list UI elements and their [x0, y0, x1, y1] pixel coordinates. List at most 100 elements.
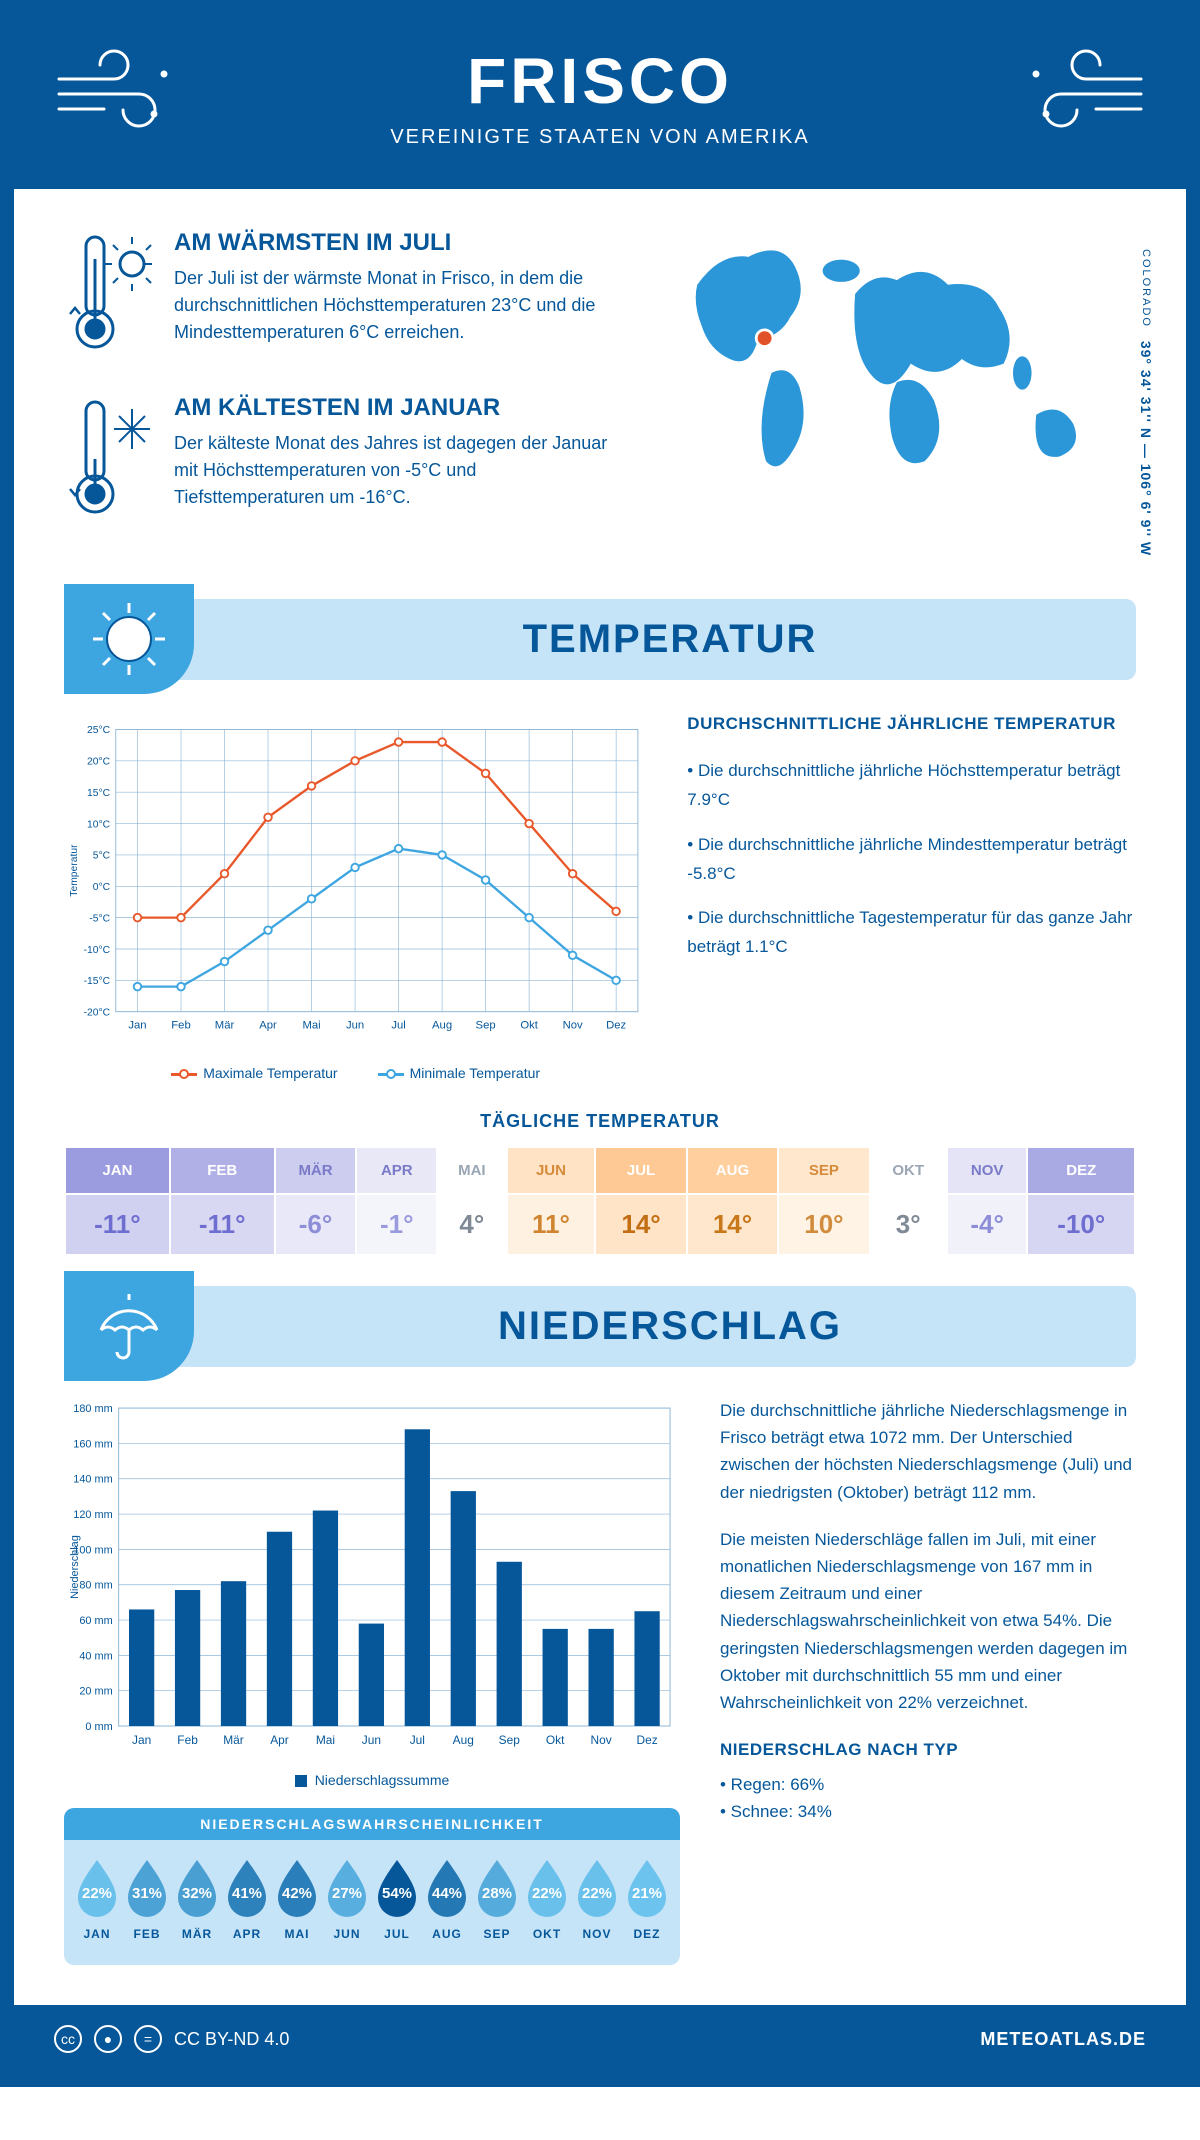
precip-text-1: Die durchschnittliche jährliche Niedersc…	[720, 1397, 1136, 1506]
temperature-section-head: TEMPERATUR	[64, 599, 1136, 680]
svg-text:Aug: Aug	[432, 1020, 452, 1032]
daily-month: MÄR	[275, 1147, 357, 1194]
thermometer-snow-icon	[64, 394, 154, 524]
svg-text:0°C: 0°C	[93, 882, 111, 893]
svg-text:15°C: 15°C	[87, 788, 111, 799]
daily-month: FEB	[170, 1147, 275, 1194]
daily-month: DEZ	[1027, 1147, 1135, 1194]
svg-text:20 mm: 20 mm	[79, 1686, 112, 1698]
location-marker-icon	[756, 330, 773, 347]
daily-month: OKT	[870, 1147, 947, 1194]
svg-text:Apr: Apr	[270, 1733, 289, 1747]
svg-text:Jun: Jun	[362, 1733, 381, 1747]
svg-text:31%: 31%	[132, 1885, 162, 1902]
daily-month: JUL	[595, 1147, 686, 1194]
summary-item: • Die durchschnittliche Tagestemperatur …	[687, 904, 1136, 962]
chart-legend: Maximale Temperatur Minimale Temperatur	[64, 1065, 647, 1081]
svg-text:180 mm: 180 mm	[73, 1403, 112, 1415]
header: FRISCO VEREINIGTE STAATEN VON AMERIKA	[14, 14, 1186, 189]
temperature-line-chart: -20°C-15°C-10°C-5°C0°C5°C10°C15°C20°C25°…	[64, 710, 647, 1050]
daily-value: -10°	[1027, 1194, 1135, 1255]
svg-text:42%: 42%	[282, 1885, 312, 1902]
daily-month: JAN	[65, 1147, 170, 1194]
precip-type-item: • Schnee: 34%	[720, 1798, 1136, 1825]
svg-text:10°C: 10°C	[87, 819, 111, 830]
daily-month: JUN	[507, 1147, 596, 1194]
daily-value: 14°	[595, 1194, 686, 1255]
svg-text:22%: 22%	[582, 1885, 612, 1902]
svg-text:Nov: Nov	[563, 1020, 583, 1032]
svg-text:Dez: Dez	[636, 1733, 657, 1747]
daily-month: AUG	[687, 1147, 778, 1194]
daily-temp-title: TÄGLICHE TEMPERATUR	[64, 1111, 1136, 1132]
daily-temp-table: JANFEBMÄRAPRMAIJUNJULAUGSEPOKTNOVDEZ -11…	[64, 1146, 1136, 1256]
summary-item: • Die durchschnittliche jährliche Mindes…	[687, 831, 1136, 889]
svg-text:25°C: 25°C	[87, 725, 111, 736]
precipitation-bar-chart: 0 mm20 mm40 mm60 mm80 mm100 mm120 mm140 …	[64, 1397, 680, 1757]
svg-text:-5°C: -5°C	[89, 913, 110, 924]
summary-item: • Die durchschnittliche jährliche Höchst…	[687, 757, 1136, 815]
wind-icon	[1016, 44, 1146, 134]
svg-text:60 mm: 60 mm	[79, 1615, 112, 1627]
page-title: FRISCO	[54, 44, 1146, 118]
svg-text:Mai: Mai	[302, 1020, 320, 1032]
svg-text:5°C: 5°C	[93, 851, 111, 862]
page-subtitle: VEREINIGTE STAATEN VON AMERIKA	[54, 126, 1146, 149]
daily-month: SEP	[778, 1147, 869, 1194]
coordinates: COLORADO 39° 34' 31'' N — 106° 6' 9'' W	[1138, 249, 1154, 556]
precip-type-item: • Regen: 66%	[720, 1771, 1136, 1798]
daily-value: 3°	[870, 1194, 947, 1255]
svg-text:Mai: Mai	[316, 1733, 335, 1747]
daily-value: -4°	[947, 1194, 1028, 1255]
daily-value: -11°	[65, 1194, 170, 1255]
sun-icon	[89, 599, 169, 679]
probability-drop: 41%APR	[222, 1856, 272, 1941]
svg-text:44%: 44%	[432, 1885, 462, 1902]
svg-text:-20°C: -20°C	[84, 1007, 111, 1018]
probability-drop: 54%JUL	[372, 1856, 422, 1941]
svg-text:Mär: Mär	[215, 1020, 235, 1032]
svg-text:Feb: Feb	[177, 1733, 198, 1747]
probability-drop: 22%OKT	[522, 1856, 572, 1941]
world-map	[667, 229, 1136, 489]
svg-text:28%: 28%	[482, 1885, 512, 1902]
svg-text:Okt: Okt	[546, 1733, 565, 1747]
precip-probability-box: NIEDERSCHLAGSWAHRSCHEINLICHKEIT 22%JAN31…	[64, 1808, 680, 1965]
warmest-block: AM WÄRMSTEN IM JULI Der Juli ist der wär…	[64, 229, 627, 364]
svg-text:160 mm: 160 mm	[73, 1438, 112, 1450]
daily-month: APR	[356, 1147, 437, 1194]
daily-value: 4°	[437, 1194, 507, 1255]
svg-text:Feb: Feb	[171, 1020, 190, 1032]
umbrella-icon	[89, 1286, 169, 1366]
coldest-block: AM KÄLTESTEN IM JANUAR Der kälteste Mona…	[64, 394, 627, 529]
precip-text-2: Die meisten Niederschläge fallen im Juli…	[720, 1526, 1136, 1716]
daily-value: 11°	[507, 1194, 596, 1255]
warmest-text: Der Juli ist der wärmste Monat in Frisco…	[174, 265, 627, 346]
svg-text:Mär: Mär	[223, 1733, 244, 1747]
svg-text:0 mm: 0 mm	[85, 1721, 112, 1733]
daily-value: 14°	[687, 1194, 778, 1255]
svg-text:Jul: Jul	[410, 1733, 425, 1747]
probability-drop: 21%DEZ	[622, 1856, 672, 1941]
svg-text:32%: 32%	[182, 1885, 212, 1902]
svg-text:Sep: Sep	[476, 1020, 496, 1032]
daily-value: -1°	[356, 1194, 437, 1255]
svg-text:Okt: Okt	[520, 1020, 538, 1032]
svg-text:80 mm: 80 mm	[79, 1580, 112, 1592]
svg-text:140 mm: 140 mm	[73, 1474, 112, 1486]
precip-type-title: NIEDERSCHLAG NACH TYP	[720, 1736, 1136, 1763]
probability-drop: 22%NOV	[572, 1856, 622, 1941]
svg-text:40 mm: 40 mm	[79, 1650, 112, 1662]
svg-text:Temperatur: Temperatur	[69, 844, 80, 897]
svg-text:Sep: Sep	[499, 1733, 521, 1747]
nd-icon: =	[134, 2025, 162, 2053]
svg-text:22%: 22%	[82, 1885, 112, 1902]
coldest-text: Der kälteste Monat des Jahres ist dagege…	[174, 430, 627, 511]
probability-drop: 32%MÄR	[172, 1856, 222, 1941]
svg-text:21%: 21%	[632, 1885, 662, 1902]
svg-text:Dez: Dez	[606, 1020, 626, 1032]
daily-value: 10°	[778, 1194, 869, 1255]
thermometer-sun-icon	[64, 229, 154, 359]
bar-legend: Niederschlagssumme	[64, 1772, 680, 1788]
svg-text:Apr: Apr	[259, 1020, 277, 1032]
